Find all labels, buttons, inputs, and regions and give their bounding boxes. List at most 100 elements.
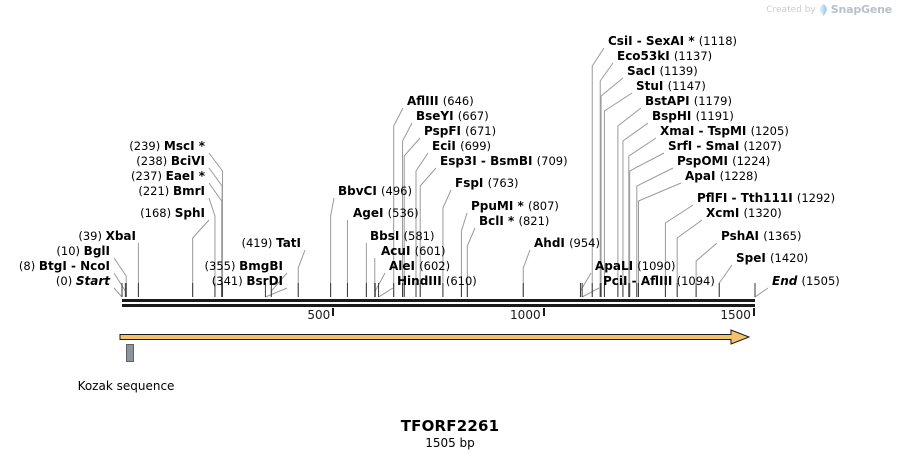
restriction-site-label: AhdI (954): [534, 237, 600, 249]
axis-tick: [332, 308, 335, 316]
enzyme-name: AgeI: [353, 206, 388, 220]
enzyme-name: BciVI: [170, 154, 205, 168]
terminus-name: Start: [75, 274, 110, 288]
site-position: (1137): [673, 49, 713, 63]
site-position: (1228): [719, 169, 758, 183]
site-position: (237): [131, 169, 166, 183]
restriction-site-label: BclI * (821): [479, 215, 549, 227]
restriction-site-label: BbvCI (496): [338, 185, 412, 197]
enzyme-name: PspFI: [424, 124, 466, 138]
restriction-site-label: AleI (602): [389, 260, 450, 272]
site-position: (1090): [637, 259, 676, 273]
site-position: (1191): [695, 109, 734, 123]
enzyme-name: AcuI: [381, 244, 415, 258]
restriction-site-label: PflFI - Tth111I (1292): [697, 192, 835, 204]
enzyme-name: Eco53kI: [617, 49, 674, 63]
site-position: (8): [18, 259, 39, 273]
leader-line: [754, 287, 769, 298]
restriction-site-label: XcmI (1320): [706, 207, 782, 219]
restriction-site-label: (10) BglI: [56, 245, 110, 257]
axis-tick: [752, 308, 755, 316]
restriction-site-label: (238) BciVI: [136, 155, 205, 167]
site-position: (807): [527, 199, 559, 213]
leader-line: [581, 287, 600, 298]
site-position: (341): [211, 274, 247, 288]
restriction-site-label: PshAI (1365): [721, 230, 801, 242]
restriction-site-label: HindIII (610): [397, 275, 477, 287]
site-position: (1505): [801, 274, 840, 288]
restriction-site-label: SacI (1139): [627, 65, 698, 77]
leader-line: [374, 272, 386, 297]
leader-line: [579, 272, 592, 297]
restriction-site-label: AcuI (601): [381, 245, 446, 257]
feature-marker: [126, 344, 135, 362]
restriction-site-label: (39) XbaI: [78, 230, 136, 242]
site-position: (419): [241, 236, 277, 250]
site-position: (1207): [743, 139, 782, 153]
site-position: (1420): [770, 251, 809, 265]
enzyme-name: BmgBI: [239, 259, 283, 273]
enzyme-name: MscI *: [163, 139, 205, 153]
enzyme-name: BseYI: [416, 109, 458, 123]
terminus-label: (0) Start: [56, 275, 110, 287]
enzyme-name: StuI: [636, 79, 668, 93]
restriction-site-label: PpuMI * (807): [471, 200, 559, 212]
enzyme-name: SrfI - SmaI: [668, 139, 744, 153]
enzyme-name: BbsI: [370, 229, 404, 243]
axis-tick-label: 1000: [510, 308, 541, 322]
restriction-site-label: EciI (699): [432, 140, 491, 152]
site-position: (602): [419, 259, 451, 273]
restriction-site-label: (8) BtgI - NcoI: [19, 260, 110, 272]
restriction-site-label: Eco53kI (1137): [617, 50, 712, 62]
site-position: (1179): [693, 94, 732, 108]
site-position: (239): [129, 139, 164, 153]
restriction-site-label: (341) BsrDI: [212, 275, 283, 287]
restriction-site-label: BspHI (1191): [652, 110, 734, 122]
enzyme-name: BclI *: [479, 214, 519, 228]
axis-tick-label: 1500: [720, 308, 751, 322]
axis-tick-label: 500: [307, 308, 331, 322]
restriction-site-label: AgeI (536): [353, 207, 419, 219]
site-position: (168): [140, 206, 175, 220]
leader-line: [378, 287, 394, 298]
orf-arrow: [119, 329, 751, 345]
site-position: (238): [136, 154, 171, 168]
terminus-label: End (1505): [772, 275, 840, 287]
axis-backbone-upper: [122, 299, 755, 302]
enzyme-name: TatI: [276, 236, 301, 250]
restriction-site-label: PciI - AflIII (1094): [603, 275, 715, 287]
restriction-site-label: Esp3I - BsmBI (709): [440, 155, 568, 167]
leader-line: [695, 242, 718, 297]
enzyme-name: EaeI *: [165, 169, 205, 183]
restriction-site-label: BstAPI (1179): [645, 95, 732, 107]
restriction-site-label: CsiI - SexAI * (1118): [608, 35, 737, 47]
leader-line: [297, 249, 306, 297]
axis-backbone-lower: [122, 304, 755, 307]
site-position: (39): [78, 229, 106, 243]
site-position: (667): [457, 109, 489, 123]
leader-line: [330, 197, 335, 297]
enzyme-name: PpuMI *: [471, 199, 528, 213]
site-position: (10): [56, 244, 84, 258]
site-position: (0): [55, 274, 76, 288]
snapgene-watermark: Created by SnapGene: [766, 3, 892, 16]
site-position: (671): [465, 124, 497, 138]
enzyme-name: PflFI - Tth111I: [697, 191, 797, 205]
restriction-site-label: (419) TatI: [241, 237, 301, 249]
restriction-site-label: (355) BmgBI: [205, 260, 283, 272]
site-position: (581): [403, 229, 435, 243]
enzyme-name: SpeI: [736, 251, 771, 265]
leader-line: [113, 272, 126, 297]
site-position: (763): [487, 176, 519, 190]
restriction-site-label: PspFI (671): [424, 125, 496, 137]
restriction-site-label: SrfI - SmaI (1207): [668, 140, 782, 152]
restriction-site-label: PspOMI (1224): [677, 155, 770, 167]
restriction-site-label: ApaLI (1090): [595, 260, 676, 272]
snapgene-leaf-icon: [819, 3, 828, 16]
site-position: (1094): [676, 274, 715, 288]
enzyme-name: FspI: [455, 176, 488, 190]
site-position: (355): [204, 259, 240, 273]
watermark-prefix: Created by: [766, 4, 816, 15]
restriction-site-label: BseYI (667): [416, 110, 489, 122]
